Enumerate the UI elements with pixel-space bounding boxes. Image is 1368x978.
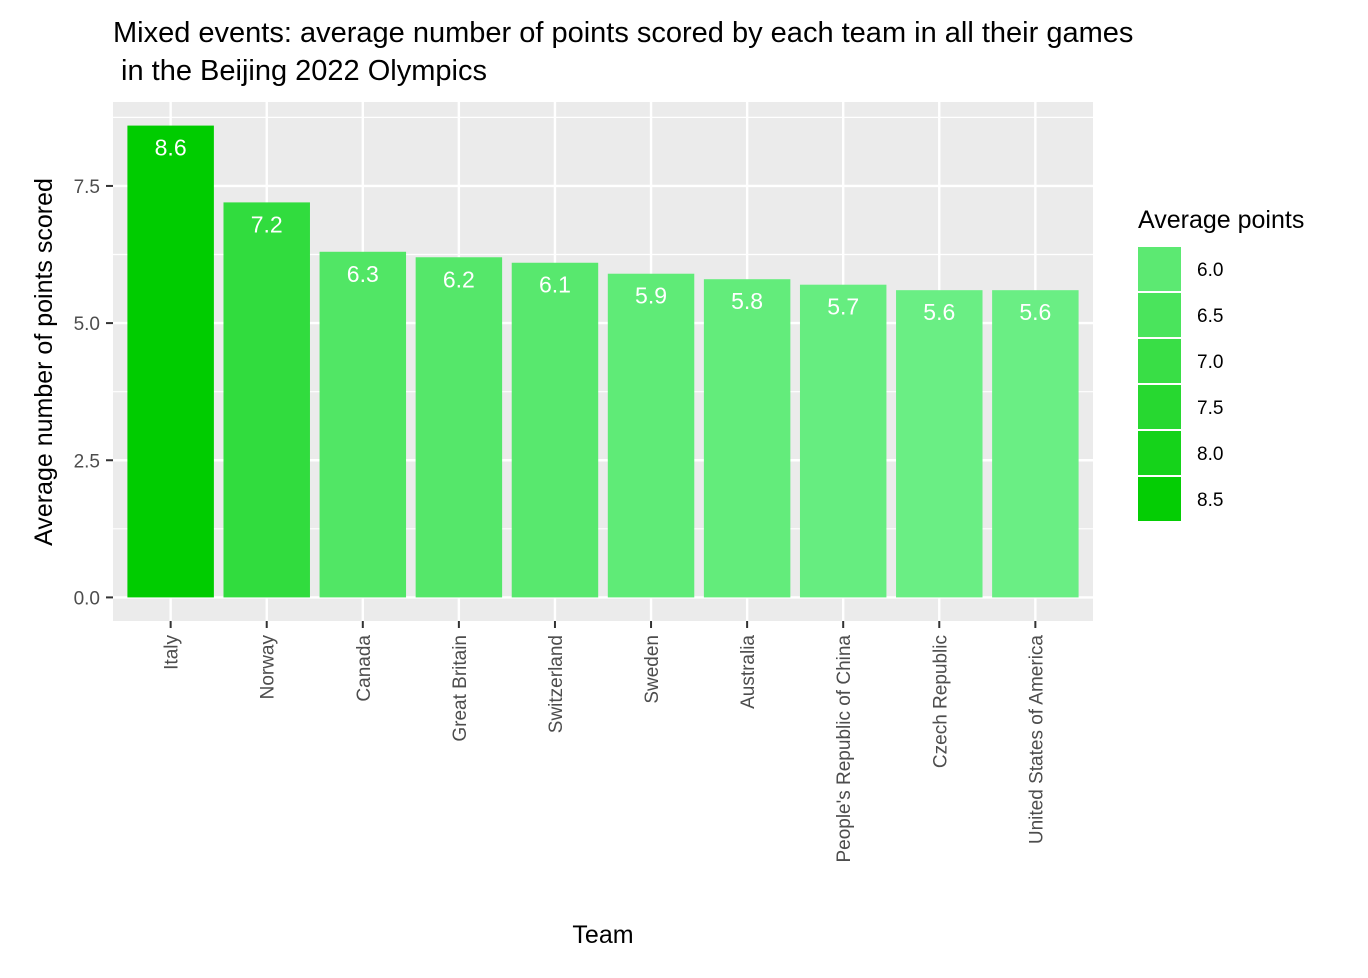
legend-label-1: 6.5 (1197, 306, 1223, 327)
x-tick-label-5: Sweden (642, 635, 663, 704)
x-tick-label-9: United States of America (1026, 635, 1047, 845)
bar-4 (511, 262, 599, 598)
x-tick-label-6: Australia (738, 635, 759, 709)
bar-0 (127, 125, 214, 598)
legend-keys: 6.0 6.5 7.0 7.5 8.0 8.5 (1138, 247, 1223, 521)
y-tick-label-3: 7.5 (74, 177, 100, 198)
legend-label-3: 7.5 (1197, 398, 1223, 419)
y-tick-label-1: 2.5 (74, 451, 100, 472)
bar-3 (415, 257, 503, 598)
bar-label-5: 5.9 (635, 283, 667, 309)
x-axis: Italy Norway Canada Great Britain Switzerlan… (162, 621, 1047, 863)
legend-label-0: 6.0 (1197, 260, 1223, 281)
bar-8 (896, 290, 983, 598)
bar-1 (223, 202, 310, 598)
bar-label-1: 7.2 (251, 211, 283, 237)
chart-title-line-2: in the Beijing 2022 Olympics (113, 55, 487, 87)
x-tick-label-2: Canada (354, 635, 375, 702)
bar-label-4: 6.1 (539, 272, 571, 298)
bar-label-2: 6.3 (347, 261, 379, 287)
bars (127, 125, 1079, 598)
bar-label-8: 5.6 (923, 299, 955, 325)
legend-key-1 (1138, 293, 1181, 337)
bar-7 (799, 284, 887, 598)
legend-key-3 (1138, 385, 1181, 429)
bar-9 (992, 290, 1079, 598)
legend-key-5 (1138, 477, 1181, 521)
x-tick-label-8: Czech Republic (930, 635, 951, 768)
bar-label-0: 8.6 (155, 135, 187, 161)
bar-label-7: 5.7 (827, 294, 859, 320)
x-tick-label-4: Switzerland (546, 635, 567, 733)
legend-label-4: 8.0 (1197, 444, 1223, 465)
legend: Average points 6.0 6.5 7.0 7.5 8.0 8.5 (1138, 206, 1304, 521)
bar-label-6: 5.8 (731, 288, 763, 314)
y-tick-label-0: 0.0 (74, 588, 100, 609)
legend-label-2: 7.0 (1197, 352, 1223, 373)
x-tick-label-7: People's Republic of China (834, 635, 855, 863)
bar-label-9: 5.6 (1019, 299, 1051, 325)
legend-title: Average points (1138, 206, 1304, 234)
y-tick-label-2: 5.0 (74, 314, 100, 335)
y-axis-title: Average number of points scored (30, 178, 58, 546)
x-tick-label-1: Norway (258, 635, 279, 700)
bar-6 (703, 279, 791, 598)
bar-label-3: 6.2 (443, 266, 475, 292)
x-axis-title: Team (572, 921, 633, 949)
chart-title-line-1: Mixed events: average number of points s… (113, 17, 1133, 49)
legend-key-4 (1138, 431, 1181, 475)
x-tick-label-0: Italy (162, 635, 183, 670)
legend-key-0 (1138, 247, 1181, 291)
bar-2 (319, 251, 407, 598)
bar-5 (607, 273, 695, 598)
legend-key-2 (1138, 339, 1181, 383)
legend-label-5: 8.5 (1197, 490, 1223, 511)
y-axis: 0.0 2.5 5.0 7.5 (74, 177, 113, 609)
x-tick-label-3: Great Britain (450, 635, 471, 742)
bar-labels: 8.6 7.2 6.3 6.2 6.1 5.9 5.8 5.7 5.6 5.6 (155, 135, 1052, 326)
